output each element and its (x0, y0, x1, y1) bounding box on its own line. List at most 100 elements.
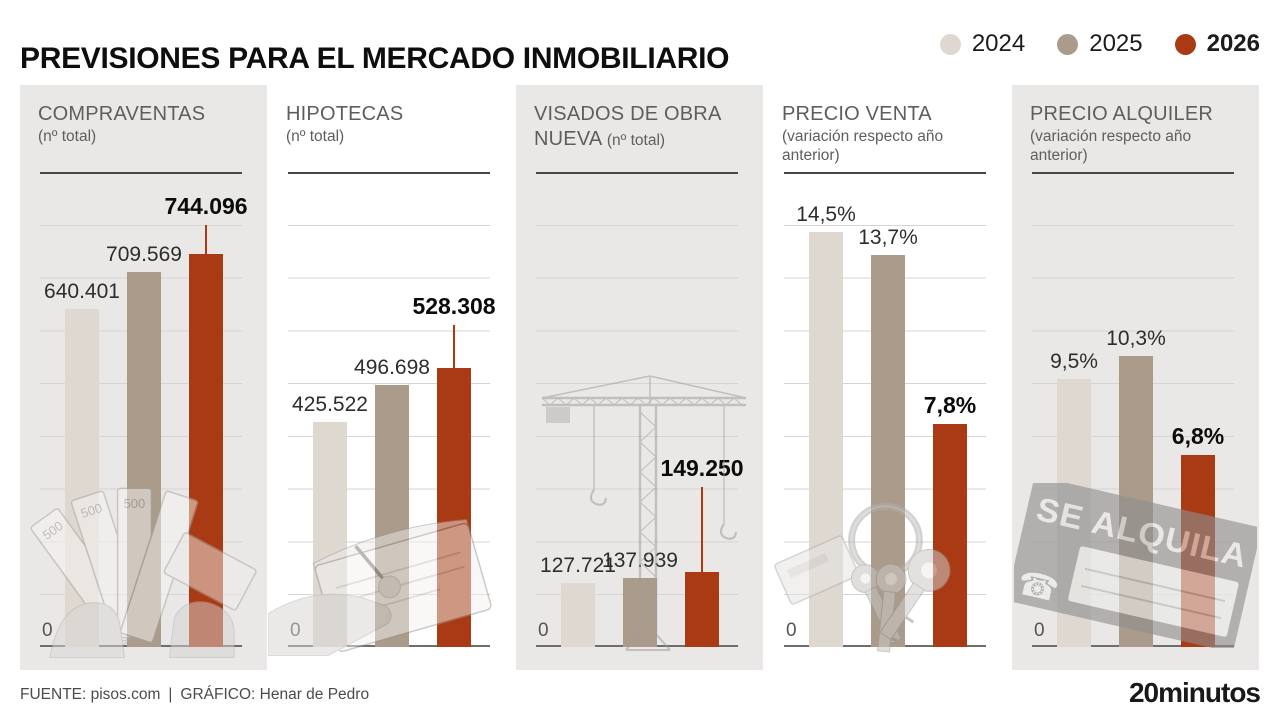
bar-rect-2025 (375, 385, 409, 647)
callout-line (453, 325, 455, 368)
zero-axis-label: 0 (1034, 620, 1045, 641)
zero-axis-label: 0 (538, 620, 549, 641)
legend-label-2024: 2024 (971, 30, 1026, 57)
value-label-2024: 127.721 (540, 554, 616, 577)
bar-rect-2025 (871, 255, 905, 647)
value-label-2025: 137.939 (602, 549, 678, 572)
legend: 2024 2025 2026 (939, 30, 1260, 58)
header-rule (784, 172, 986, 174)
panel-visados-obra-nueva: VISADOS DE OBRA NUEVA (nº total) 0 127.7… (516, 85, 763, 670)
legend-item-2026: 2026 (1174, 30, 1260, 58)
panel-header: VISADOS DE OBRA NUEVA (nº total) (516, 85, 763, 152)
bar-rect-2025 (127, 272, 161, 647)
bar-2024: 425.522 (292, 393, 368, 647)
bar-2025: 13,7% (858, 226, 918, 647)
value-label-2026: 744.096 (164, 193, 248, 219)
bar-rect-2026 (189, 254, 223, 647)
bar-2024: 640.401 (44, 280, 120, 647)
header-rule (1032, 172, 1234, 174)
legend-item-2024: 2024 (939, 30, 1026, 58)
bar-2026: 149.250 (660, 455, 744, 647)
legend-dot-2024-icon (939, 33, 961, 55)
panels-row: COMPRAVENTAS (nº total) 0 640.401 709.56… (20, 85, 1259, 670)
panel-subtitle: (nº total) (38, 128, 97, 145)
legend-dot-2025-icon (1057, 33, 1079, 55)
value-label-2024: 14,5% (796, 203, 856, 226)
bar-rect-2025 (623, 578, 657, 647)
bar-2026: 6,8% (1172, 423, 1224, 647)
value-label-2024: 9,5% (1050, 350, 1098, 373)
bar-2026: 7,8% (924, 392, 976, 647)
panel-precio-alquiler: PRECIO ALQUILER (variación respecto año … (1012, 85, 1259, 670)
plot-area: 0 425.522 496.698 528.308 (288, 225, 496, 647)
page-title: PREVISIONES PARA EL MERCADO INMOBILIARIO (20, 42, 730, 76)
bar-rect-2024 (65, 309, 99, 647)
panel-header: PRECIO VENTA (variación respecto año ant… (764, 85, 1011, 165)
brand-logo: 20minutos (1128, 677, 1261, 708)
bar-2025: 137.939 (602, 549, 678, 647)
callout-line (701, 487, 703, 572)
bar-2025: 496.698 (354, 356, 430, 647)
panel-header: PRECIO ALQUILER (variación respecto año … (1012, 85, 1259, 165)
zero-axis-label: 0 (290, 620, 301, 641)
plot-area: 0 9,5% 10,3% 6,8% (1032, 225, 1234, 647)
source-label: FUENTE: pisos.com (20, 686, 161, 703)
bar-rect-2024 (1057, 379, 1091, 647)
value-label-2026: 528.308 (412, 293, 496, 319)
graphic-credit-label: GRÁFICO: Henar de Pedro (180, 686, 370, 703)
bar-2026: 528.308 (412, 293, 496, 647)
bar-rect-2026 (933, 424, 967, 647)
value-label-2026: 7,8% (923, 392, 977, 418)
bar-rect-2024 (561, 583, 595, 647)
value-label-2024: 640.401 (44, 280, 120, 303)
legend-label-2026: 2026 (1206, 30, 1260, 57)
panel-subtitle: (variación respecto año anterior) (1030, 128, 1192, 164)
bar-2025: 10,3% (1106, 327, 1166, 647)
value-label-2024: 425.522 (292, 393, 368, 416)
zero-axis-label: 0 (42, 620, 53, 641)
header-rule (536, 172, 738, 174)
panel-title: HIPOTECAS (286, 103, 404, 125)
panel-title: VISADOS DE OBRA NUEVA (534, 103, 721, 150)
footer-credit: FUENTE: pisos.com | GRÁFICO: Henar de Pedr… (20, 686, 369, 704)
panel-title: COMPRAVENTAS (38, 103, 206, 125)
value-label-2026: 6,8% (1171, 423, 1225, 449)
value-label-2025: 496.698 (354, 356, 430, 379)
value-label-2025: 13,7% (858, 226, 918, 249)
bar-2024: 127.721 (540, 554, 616, 647)
panel-header: COMPRAVENTAS (nº total) (20, 85, 267, 146)
bar-rect-2025 (1119, 356, 1153, 647)
panel-subtitle: (variación respecto año anterior) (782, 128, 944, 164)
header-rule (288, 172, 490, 174)
bar-2024: 9,5% (1050, 350, 1098, 647)
panel-compraventas: COMPRAVENTAS (nº total) 0 640.401 709.56… (20, 85, 267, 670)
legend-dot-2026-icon (1174, 33, 1196, 55)
header-rule (40, 172, 242, 174)
bar-2024: 14,5% (796, 203, 856, 647)
bar-2026: 744.096 (164, 193, 248, 647)
value-label-2025: 709.569 (106, 243, 182, 266)
bar-rect-2024 (809, 232, 843, 647)
bar-rect-2026 (1181, 455, 1215, 647)
panel-title: PRECIO ALQUILER (1030, 103, 1214, 125)
bar-rect-2026 (685, 572, 719, 647)
panel-title: PRECIO VENTA (782, 103, 932, 125)
plot-area: 0 14,5% 13,7% 7,8% (784, 203, 986, 647)
legend-label-2025: 2025 (1089, 30, 1143, 57)
zero-axis-label: 0 (786, 620, 797, 641)
panel-subtitle: (nº total) (606, 132, 666, 149)
legend-item-2025: 2025 (1057, 30, 1143, 58)
panel-hipotecas: HIPOTECAS (nº total) 0 425.522 496.698 5… (268, 85, 515, 670)
panel-subtitle: (nº total) (286, 128, 345, 145)
bar-rect-2024 (313, 422, 347, 647)
value-label-2025: 10,3% (1106, 327, 1166, 350)
plot-area: 0 640.401 709.569 744.096 (40, 193, 248, 647)
panel-header: HIPOTECAS (nº total) (268, 85, 515, 146)
callout-line (205, 225, 207, 254)
value-label-2026: 149.250 (660, 455, 744, 481)
panel-precio-venta: PRECIO VENTA (variación respecto año ant… (764, 85, 1011, 670)
footer-separator: | (168, 686, 173, 703)
bar-2025: 709.569 (106, 243, 182, 647)
plot-area: 0 127.721 137.939 149.250 (536, 225, 744, 647)
bar-rect-2026 (437, 368, 471, 647)
